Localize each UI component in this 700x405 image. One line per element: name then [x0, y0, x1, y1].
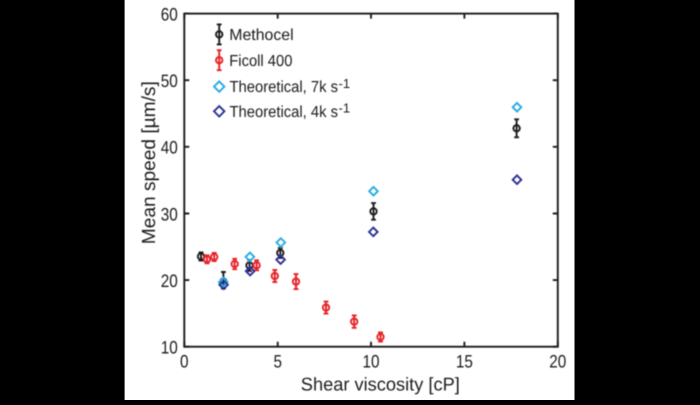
svg-text:10: 10 [363, 352, 380, 372]
svg-text:Shear viscosity [cP]: Shear viscosity [cP] [301, 373, 460, 394]
svg-text:20: 20 [161, 271, 178, 291]
svg-text:-1: -1 [339, 76, 351, 91]
svg-text:Mean speed [µm/s]: Mean speed [µm/s] [139, 81, 160, 244]
svg-text:40: 40 [161, 138, 178, 158]
svg-text:0: 0 [180, 352, 189, 372]
svg-text:Ficoll 400: Ficoll 400 [229, 53, 292, 70]
svg-text:15: 15 [456, 352, 473, 372]
svg-text:Theoretical, 4k s: Theoretical, 4k s [230, 104, 339, 121]
svg-text:Methocel: Methocel [229, 27, 293, 44]
svg-text:10: 10 [161, 338, 178, 358]
svg-text:Theoretical, 7k s: Theoretical, 7k s [230, 79, 339, 96]
svg-text:50: 50 [161, 71, 178, 91]
svg-text:60: 60 [161, 4, 178, 24]
svg-text:5: 5 [273, 352, 282, 372]
svg-text:-1: -1 [339, 101, 351, 116]
svg-text:20: 20 [549, 352, 566, 372]
svg-text:30: 30 [161, 204, 178, 224]
